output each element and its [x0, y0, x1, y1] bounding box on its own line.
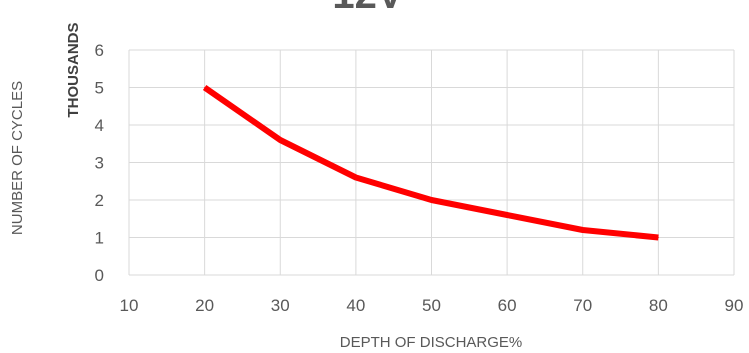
y-units-label: THOUSANDS: [65, 22, 82, 117]
y-tick-label: 0: [95, 266, 104, 285]
y-tick-label: 2: [95, 191, 104, 210]
x-axis-title: DEPTH OF DISCHARGE%: [340, 334, 523, 351]
data-point: [506, 214, 508, 216]
data-point: [355, 177, 357, 178]
x-tick-label: 60: [498, 296, 517, 315]
x-tick-label: 50: [422, 296, 441, 315]
x-axis-tick-labels: 10 20 30 40 50 60 70 80 90: [120, 296, 744, 315]
x-tick-label: 80: [649, 296, 668, 315]
x-tick-label: 10: [120, 296, 139, 315]
series-group: [202, 85, 659, 241]
y-tick-label: 1: [95, 229, 104, 248]
x-tick-label: 40: [346, 296, 365, 315]
gridlines: [128, 49, 735, 276]
x-tick-label: 20: [195, 296, 214, 315]
y-tick-label: 5: [95, 79, 104, 98]
y-axis-tick-labels: 0 1 2 3 4 5 6: [95, 41, 104, 285]
data-point: [204, 87, 206, 88]
data-point: [582, 229, 584, 231]
y-tick-label: 3: [95, 154, 104, 173]
chart-title: 12V: [332, 0, 403, 17]
x-tick-label: 70: [573, 296, 592, 315]
x-tick-label: 30: [271, 296, 290, 315]
data-point: [657, 237, 659, 238]
data-point: [431, 199, 432, 201]
data-point: [279, 139, 281, 141]
x-tick-label: 90: [725, 296, 744, 315]
y-tick-label: 6: [95, 41, 104, 60]
y-tick-label: 4: [95, 116, 104, 135]
y-axis-title: NUMBER OF CYCLES: [9, 81, 26, 235]
